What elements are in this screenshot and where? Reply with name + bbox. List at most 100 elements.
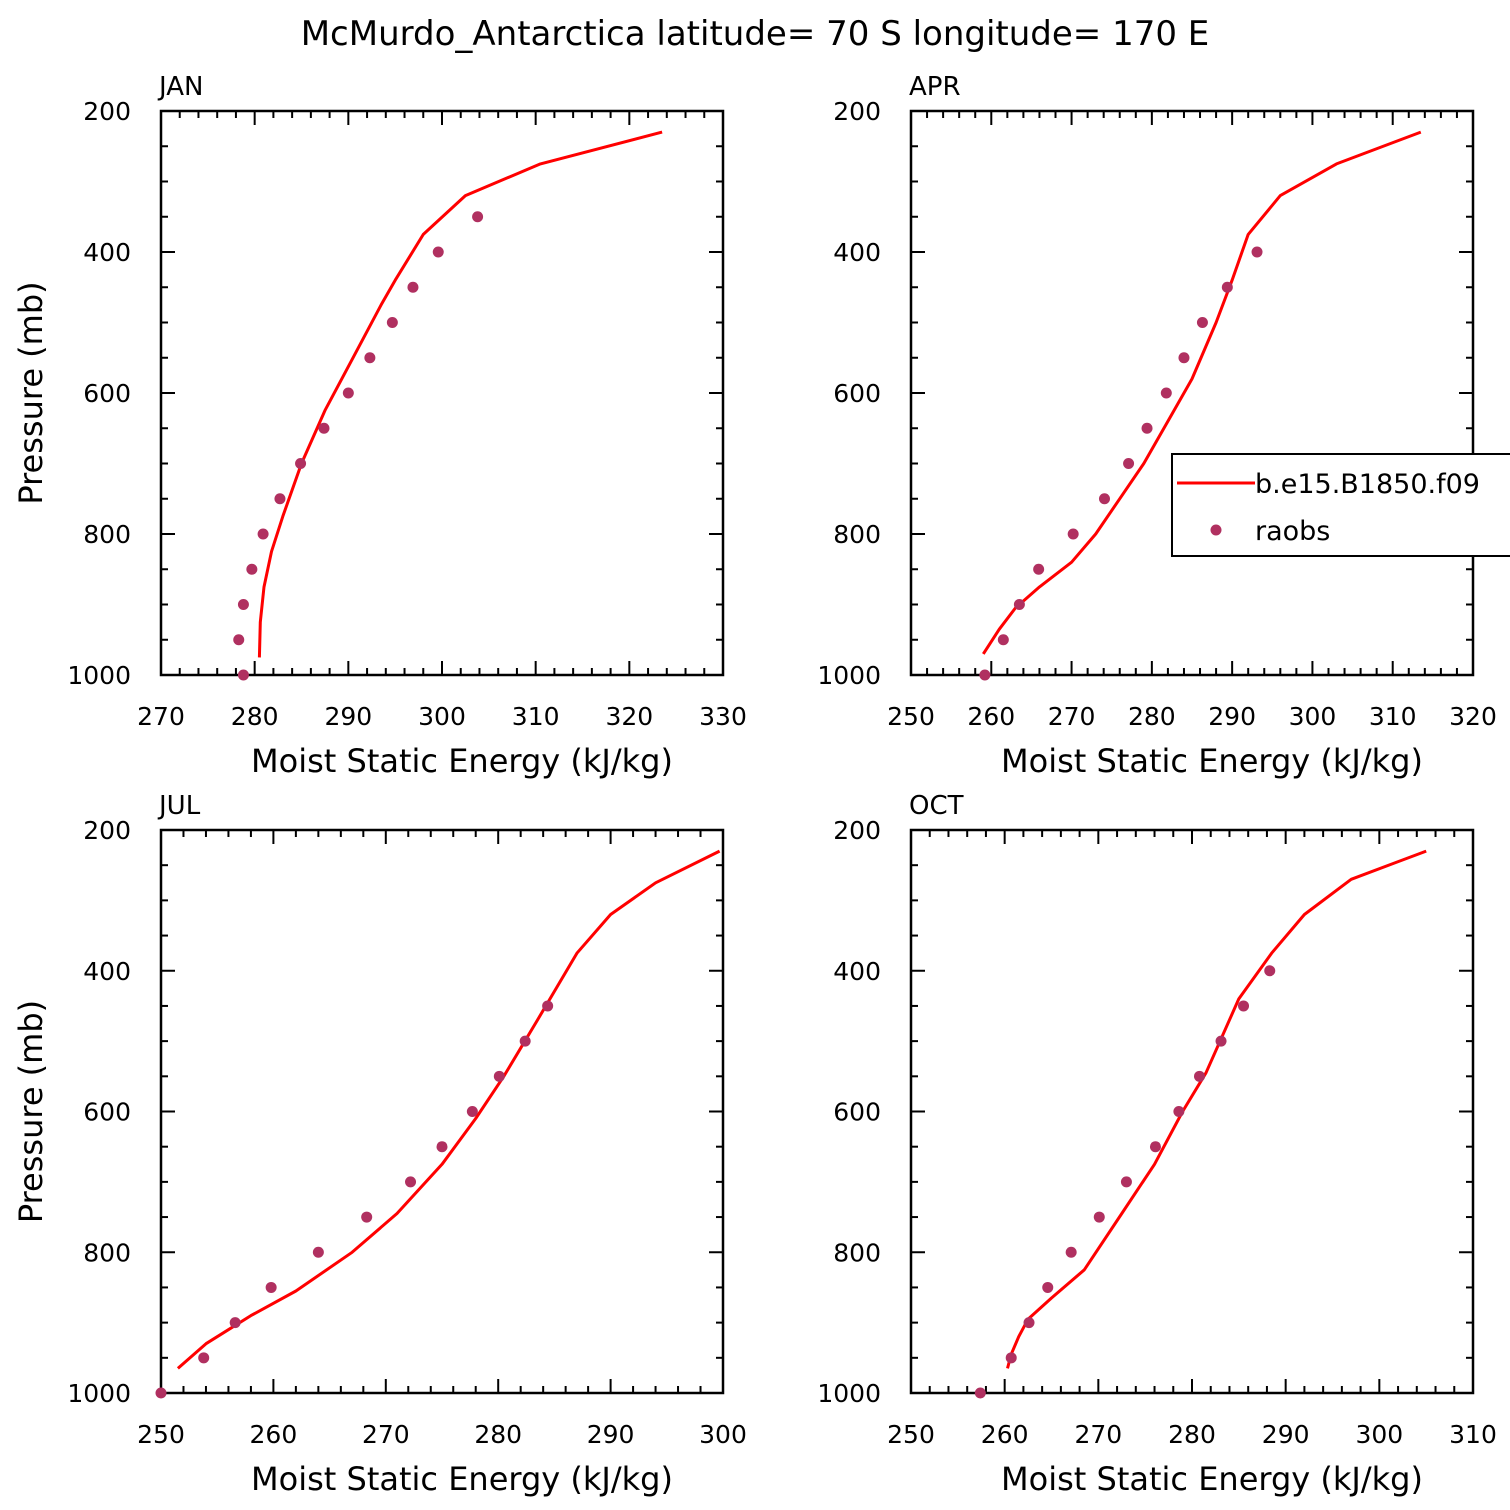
raobs-point — [493, 1070, 505, 1082]
raobs-point — [974, 1387, 986, 1399]
panel-apr: APR 250 260 270 280 290 300 310 320 200 400 600 800 1… — [817, 72, 1496, 780]
x-tick-label: 300 — [1355, 1420, 1403, 1449]
raobs-point — [1215, 1035, 1227, 1047]
model-line-jul — [176, 849, 721, 1370]
y-tick-label: 800 — [833, 1238, 881, 1267]
y-tick-label: 600 — [83, 379, 131, 408]
plot-frame-apr — [909, 109, 1475, 677]
raobs-point — [1023, 1317, 1035, 1329]
x-tick-label: 320 — [1449, 702, 1497, 731]
raobs-point — [407, 281, 419, 293]
x-axis-label-jan: Moist Static Energy (kJ/kg) — [251, 742, 673, 780]
x-tick-label: 250 — [887, 702, 935, 731]
x-tick-label: 320 — [605, 702, 653, 731]
panel-oct: OCT 250 260 270 280 290 300 310 200 400 600 800 1000… — [817, 791, 1496, 1498]
raobs-point — [198, 1352, 210, 1364]
plot-frame-jan — [159, 109, 725, 677]
y-tick-label: 400 — [833, 238, 881, 267]
raobs-point — [318, 422, 330, 434]
raobs-point — [361, 1211, 373, 1223]
raobs-point — [1065, 1246, 1077, 1258]
x-tick-label: 290 — [1208, 702, 1256, 731]
legend-obs-label: raobs — [1255, 516, 1330, 547]
y-tick-label: 400 — [833, 957, 881, 986]
raobs-point — [229, 1317, 241, 1329]
y-tick-label: 800 — [83, 1238, 131, 1267]
x-tick-label: 250 — [137, 1420, 185, 1449]
raobs-point — [233, 634, 245, 646]
raobs-point — [312, 1246, 324, 1258]
y-tick-label: 1000 — [817, 1379, 881, 1408]
x-tick-label: 270 — [1048, 702, 1096, 731]
y-tick-label: 600 — [83, 1098, 131, 1127]
panel-title-oct: OCT — [909, 791, 964, 821]
raobs-point — [542, 1000, 554, 1012]
x-tick-label: 300 — [1289, 702, 1337, 731]
y-tick-label: 400 — [83, 238, 131, 267]
model-line-jan — [257, 130, 663, 658]
raobs-point — [342, 387, 354, 399]
raobs-point — [265, 1281, 277, 1293]
x-tick-label: 250 — [887, 1420, 935, 1449]
raobs-point — [466, 1106, 478, 1117]
x-tick-label: 260 — [981, 1420, 1029, 1449]
raobs-point — [274, 493, 286, 505]
raobs-point — [257, 528, 269, 540]
panel-jan: JAN 270 280 290 300 310 320 330 200 400 600 800 1000… — [12, 72, 747, 780]
panel-title-jul: JUL — [157, 791, 201, 821]
y-tick-label: 200 — [833, 816, 881, 845]
raobs-point — [979, 669, 991, 681]
x-axis-label-oct: Moist Static Energy (kJ/kg) — [1001, 1460, 1423, 1498]
x-tick-label: 280 — [1128, 702, 1176, 731]
x-tick-label: 270 — [362, 1420, 410, 1449]
y-tick-label: 200 — [83, 816, 131, 845]
x-tick-label: 260 — [250, 1420, 298, 1449]
raobs-point — [155, 1387, 167, 1399]
raobs-point — [237, 669, 249, 681]
panel-title-jan: JAN — [157, 72, 203, 102]
x-tick-label: 280 — [474, 1420, 522, 1449]
y-tick-label: 200 — [833, 97, 881, 126]
y-tick-label: 1000 — [67, 661, 131, 690]
y-tick-label: 400 — [83, 957, 131, 986]
plot-frame-jul — [159, 828, 725, 1395]
panel-title-apr: APR — [909, 72, 961, 102]
chart-panels: JAN 270 280 290 300 310 320 330 200 400 600 800 1000… — [12, 72, 1497, 1498]
raobs-point — [1098, 493, 1110, 505]
legend-box — [1171, 453, 1510, 557]
x-tick-label: 260 — [967, 702, 1015, 731]
y-tick-label: 600 — [833, 379, 881, 408]
raobs-point — [364, 352, 376, 364]
raobs-point — [1173, 1106, 1185, 1117]
legend-model-label: b.e15.B1850.f09 — [1255, 469, 1480, 500]
x-tick-label: 280 — [1168, 1420, 1216, 1449]
raobs-point — [246, 563, 258, 575]
raobs-point — [1178, 352, 1190, 364]
raobs-point — [1160, 387, 1172, 399]
raobs-point — [295, 458, 307, 469]
raobs-point — [436, 1141, 448, 1153]
raobs-point — [1149, 1141, 1161, 1153]
x-tick-label: 290 — [587, 1420, 635, 1449]
raobs-point — [1251, 246, 1263, 258]
raobs-point — [1042, 1281, 1054, 1293]
plot-frame-oct — [909, 828, 1475, 1395]
legend: b.e15.B1850.f09 raobs — [1171, 453, 1510, 557]
raobs-point — [1238, 1000, 1250, 1012]
raobs-point — [1193, 1070, 1205, 1082]
x-tick-label: 290 — [1262, 1420, 1310, 1449]
x-axis-label-jul: Moist Static Energy (kJ/kg) — [251, 1460, 673, 1498]
panel-jul: JUL 250 260 270 280 290 300 200 400 600 800 1000 Moi… — [12, 791, 747, 1498]
raobs-point — [1033, 563, 1045, 575]
raobs-point — [1120, 1176, 1132, 1188]
figure-title: McMurdo_Antarctica latitude= 70 S longit… — [301, 14, 1210, 54]
raobs-point — [472, 211, 484, 223]
y-tick-label: 600 — [833, 1098, 881, 1127]
model-line-oct — [1006, 849, 1427, 1369]
model-line-apr — [982, 130, 1422, 655]
y-tick-label: 200 — [83, 97, 131, 126]
raobs-point — [1005, 1352, 1017, 1364]
x-tick-label: 310 — [1369, 702, 1417, 731]
x-tick-label: 300 — [418, 702, 466, 731]
